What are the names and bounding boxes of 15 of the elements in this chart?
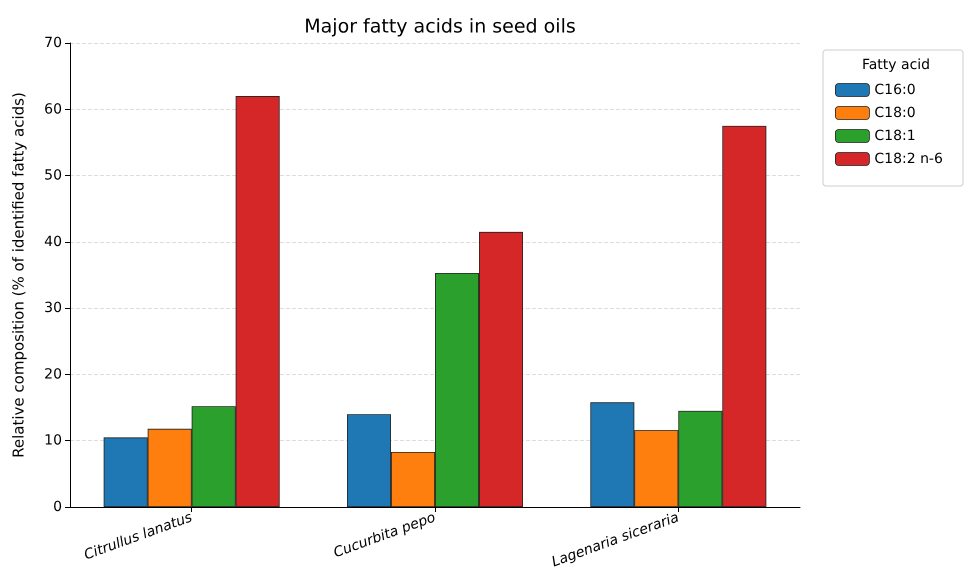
y-tick-label: 0 xyxy=(53,499,62,515)
y-tick-label: 40 xyxy=(44,234,62,250)
legend-label: C18:2 n-6 xyxy=(874,151,943,167)
y-tick-label: 60 xyxy=(44,101,62,118)
y-tick-label: 70 xyxy=(44,35,62,51)
y-tick-label: 30 xyxy=(44,300,62,316)
y-axis-title: Relative composition (% of identified fatty acids) xyxy=(10,92,28,458)
legend-label: C18:1 xyxy=(874,128,916,144)
y-tick-label: 20 xyxy=(44,366,62,382)
legend-label: C16:0 xyxy=(874,82,916,98)
y-tick-label: 50 xyxy=(44,168,62,184)
chart-title: Major fatty acids in seed oils xyxy=(304,16,576,38)
y-tick-label: 10 xyxy=(44,432,62,449)
legend-label: C18:0 xyxy=(874,105,916,121)
legend-title: Fatty acid xyxy=(862,57,930,73)
